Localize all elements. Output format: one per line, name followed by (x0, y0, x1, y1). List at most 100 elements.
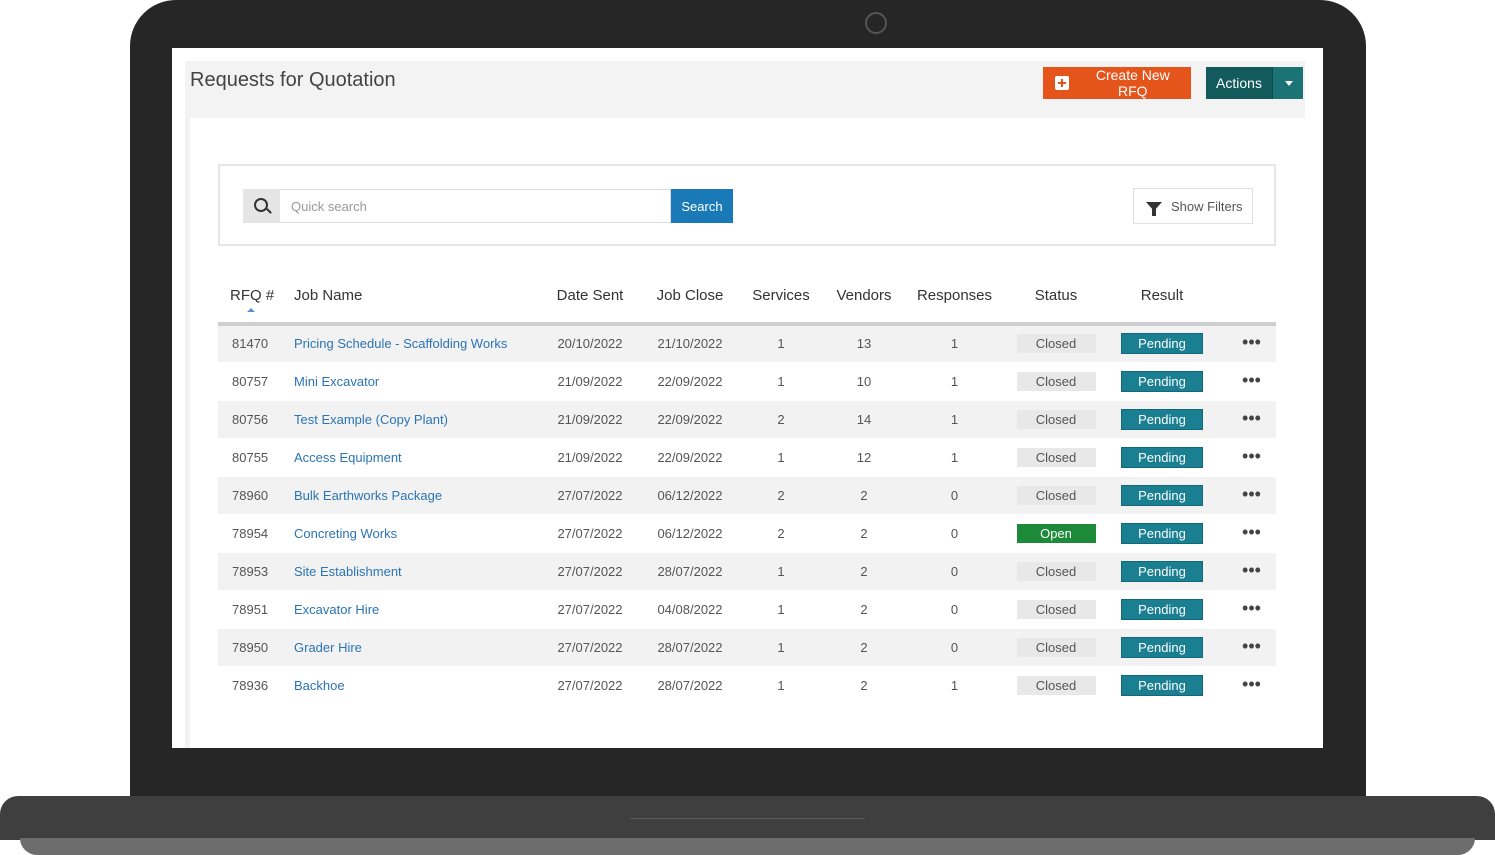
date-sent: 27/07/2022 (557, 601, 623, 617)
more-options-icon[interactable]: ••• (1242, 369, 1261, 390)
more-options-icon[interactable]: ••• (1242, 673, 1261, 694)
result-badge: Pending (1121, 560, 1203, 582)
status-badge: Closed (1016, 485, 1096, 505)
job-name-link[interactable]: Access Equipment (294, 449, 402, 465)
table-row[interactable]: 78960 Bulk Earthworks Package 27/07/2022 06… (218, 476, 1276, 514)
quick-search-input[interactable] (280, 189, 671, 223)
rfq-number: 78960 (232, 487, 269, 503)
job-name-link[interactable]: Excavator Hire (294, 601, 380, 617)
vendors-count: 2 (860, 677, 868, 693)
column-header-vendors[interactable]: Vendors (836, 286, 892, 304)
column-header-services[interactable]: Services (752, 286, 810, 304)
job-name-link[interactable]: Concreting Works (294, 525, 398, 541)
table-header-row: RFQ # Job Name Date Sent Job Close Servi… (218, 268, 1276, 324)
actions-dropdown-toggle[interactable] (1272, 67, 1303, 99)
vendors-count: 2 (860, 487, 868, 503)
create-new-rfq-label: Create New RFQ (1095, 67, 1170, 99)
table-row[interactable]: 80756 Test Example (Copy Plant) 21/09/2022… (218, 400, 1276, 438)
more-options-icon[interactable]: ••• (1242, 445, 1261, 466)
column-header-rfq[interactable]: RFQ # (218, 268, 282, 324)
date-sent: 21/09/2022 (557, 373, 623, 389)
column-header-result[interactable]: Result (1140, 286, 1184, 304)
vendors-count: 13 (856, 336, 872, 352)
rfq-number: 81470 (232, 336, 269, 352)
rfq-number: 78936 (232, 677, 269, 693)
create-new-rfq-button[interactable]: Create New RFQ (1043, 67, 1191, 99)
services-count: 1 (777, 601, 785, 617)
responses-count: 1 (950, 336, 959, 352)
column-header-status[interactable]: Status (1034, 286, 1078, 304)
vendors-count: 14 (856, 411, 872, 427)
table-row[interactable]: 80757 Mini Excavator 21/09/2022 22/09/2022 1… (218, 362, 1276, 400)
responses-count: 1 (950, 373, 959, 389)
responses-count: 0 (950, 601, 959, 617)
table-row[interactable]: 78953 Site Establishment 27/07/2022 28/07/2… (218, 552, 1276, 590)
job-close: 04/08/2022 (657, 601, 723, 617)
actions-button[interactable]: Actions (1206, 67, 1272, 99)
result-badge: Pending (1121, 636, 1203, 658)
responses-count: 0 (950, 639, 959, 655)
result-badge: Pending (1121, 370, 1203, 392)
vendors-count: 2 (860, 601, 868, 617)
date-sent: 21/09/2022 (557, 411, 623, 427)
table-row[interactable]: 78954 Concreting Works 27/07/2022 06/12/202… (218, 514, 1276, 552)
services-count: 1 (777, 336, 785, 352)
date-sent: 27/07/2022 (557, 677, 623, 693)
date-sent: 27/07/2022 (557, 563, 623, 579)
more-options-icon[interactable]: ••• (1242, 521, 1261, 542)
more-options-icon[interactable]: ••• (1242, 332, 1261, 353)
search-button[interactable]: Search (671, 189, 733, 223)
sort-up-icon (247, 308, 255, 312)
job-name-link[interactable]: Grader Hire (294, 639, 362, 655)
more-options-icon[interactable]: ••• (1242, 407, 1261, 428)
services-count: 2 (777, 525, 785, 541)
services-count: 1 (777, 639, 785, 655)
services-count: 1 (777, 373, 785, 389)
date-sent: 21/09/2022 (557, 449, 623, 465)
column-header-job-name[interactable]: Job Name (294, 286, 363, 304)
more-options-icon[interactable]: ••• (1242, 635, 1261, 656)
trackpad-notch (630, 818, 865, 819)
column-header-job-close[interactable]: Job Close (656, 286, 724, 304)
column-header-date-sent[interactable]: Date Sent (556, 286, 624, 304)
date-sent: 27/07/2022 (557, 639, 623, 655)
show-filters-label: Show Filters (1171, 198, 1243, 214)
responses-count: 0 (950, 525, 959, 541)
job-name-link[interactable]: Pricing Schedule - Scaffolding Works (294, 336, 508, 352)
job-name-link[interactable]: Test Example (Copy Plant) (294, 411, 448, 427)
table-row[interactable]: 81470 Pricing Schedule - Scaffolding Work… (218, 324, 1276, 362)
table-body: 81470 Pricing Schedule - Scaffolding Work… (218, 324, 1276, 704)
table-row[interactable]: 78950 Grader Hire 27/07/2022 28/07/2022 1 2 0 C… (218, 628, 1276, 666)
table-row[interactable]: 78936 Backhoe 27/07/2022 28/07/2022 1 2 1 Close… (218, 666, 1276, 704)
vendors-count: 2 (860, 525, 868, 541)
camera-icon (865, 12, 887, 34)
vendors-count: 12 (856, 449, 872, 465)
responses-count: 0 (950, 487, 959, 503)
responses-count: 0 (950, 563, 959, 579)
job-name-link[interactable]: Backhoe (294, 677, 345, 693)
job-close: 06/12/2022 (657, 525, 723, 541)
more-options-icon[interactable]: ••• (1242, 483, 1261, 504)
status-badge: Closed (1016, 409, 1096, 429)
column-header-responses[interactable]: Responses (916, 286, 993, 304)
rfq-number: 80755 (232, 449, 269, 465)
status-badge: Closed (1016, 599, 1096, 619)
job-name-link[interactable]: Mini Excavator (294, 373, 380, 389)
job-name-link[interactable]: Bulk Earthworks Package (294, 487, 443, 503)
table-row[interactable]: 80755 Access Equipment 21/09/2022 22/09/202… (218, 438, 1276, 476)
job-close: 28/07/2022 (657, 563, 723, 579)
table-row[interactable]: 78951 Excavator Hire 27/07/2022 04/08/2022 1… (218, 590, 1276, 628)
job-close: 28/07/2022 (657, 677, 723, 693)
job-close: 22/09/2022 (657, 411, 723, 427)
more-options-icon[interactable]: ••• (1242, 597, 1261, 618)
show-filters-button[interactable]: Show Filters (1133, 188, 1253, 224)
result-badge: Pending (1121, 598, 1203, 620)
result-badge: Pending (1121, 333, 1203, 355)
search-icon (243, 189, 280, 223)
job-name-link[interactable]: Site Establishment (294, 563, 402, 579)
plus-icon (1055, 76, 1069, 90)
result-badge: Pending (1121, 408, 1203, 430)
status-badge: Closed (1016, 675, 1096, 695)
more-options-icon[interactable]: ••• (1242, 559, 1261, 580)
job-close: 22/09/2022 (657, 449, 723, 465)
